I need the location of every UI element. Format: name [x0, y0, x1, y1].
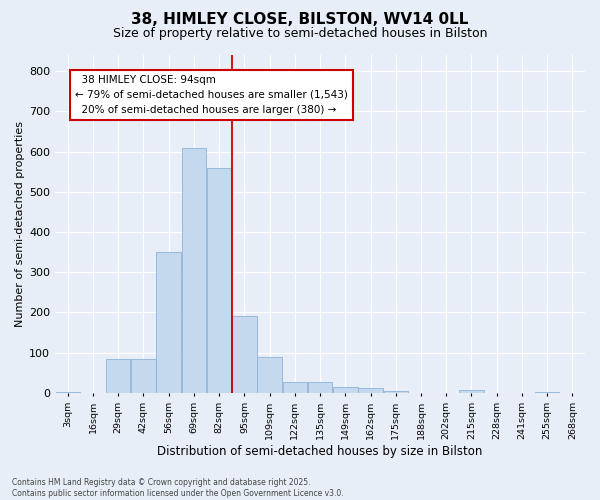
Bar	[207, 168, 232, 393]
Bar	[308, 382, 332, 393]
Text: Contains HM Land Registry data © Crown copyright and database right 2025.
Contai: Contains HM Land Registry data © Crown c…	[12, 478, 344, 498]
Bar	[383, 390, 408, 393]
X-axis label: Distribution of semi-detached houses by size in Bilston: Distribution of semi-detached houses by …	[157, 444, 483, 458]
Bar	[257, 356, 282, 393]
Bar	[333, 387, 358, 393]
Text: 38, HIMLEY CLOSE, BILSTON, WV14 0LL: 38, HIMLEY CLOSE, BILSTON, WV14 0LL	[131, 12, 469, 28]
Bar	[459, 390, 484, 393]
Y-axis label: Number of semi-detached properties: Number of semi-detached properties	[15, 121, 25, 327]
Bar	[283, 382, 307, 393]
Bar	[535, 392, 559, 393]
Bar	[358, 388, 383, 393]
Text: Size of property relative to semi-detached houses in Bilston: Size of property relative to semi-detach…	[113, 28, 487, 40]
Bar	[232, 316, 257, 393]
Bar	[131, 358, 155, 393]
Text: 38 HIMLEY CLOSE: 94sqm
← 79% of semi-detached houses are smaller (1,543)
  20% o: 38 HIMLEY CLOSE: 94sqm ← 79% of semi-det…	[76, 75, 348, 114]
Bar	[56, 392, 80, 393]
Bar	[106, 358, 130, 393]
Bar	[157, 252, 181, 393]
Bar	[182, 148, 206, 393]
